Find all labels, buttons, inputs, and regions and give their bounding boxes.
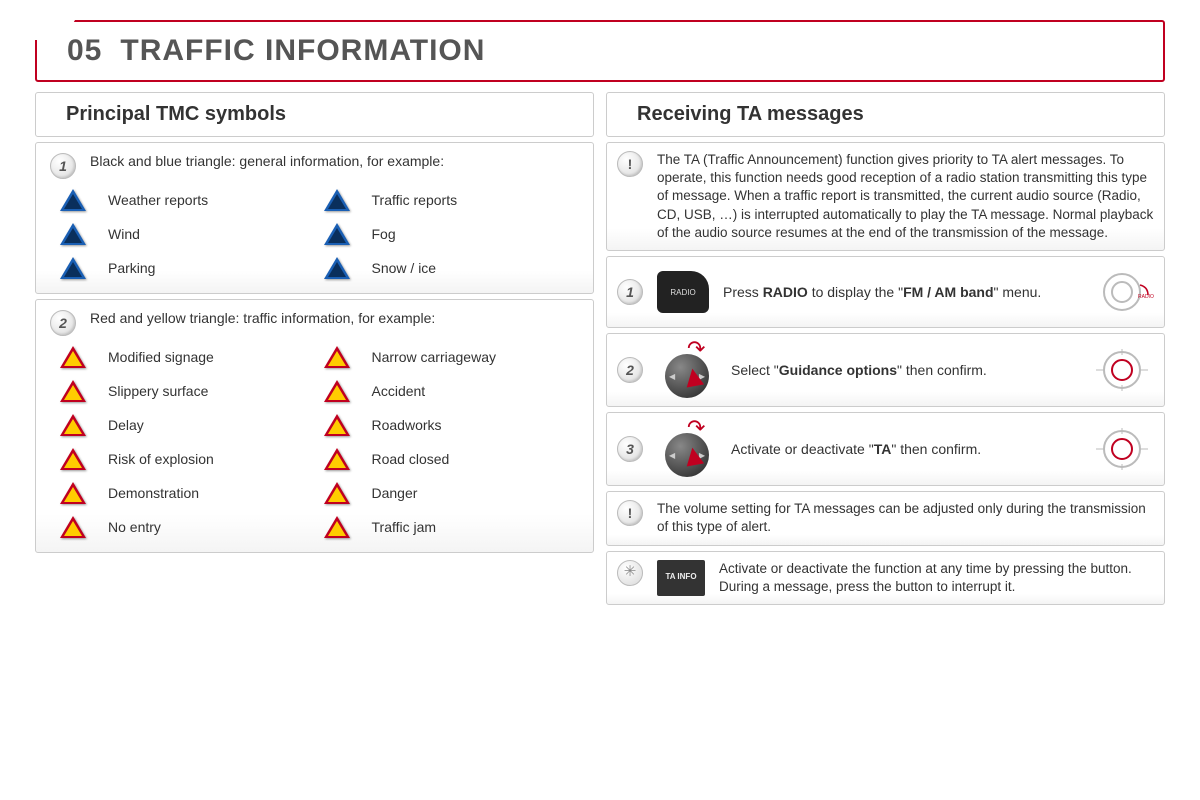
roadworks-icon xyxy=(324,414,350,436)
alert-icon: ! xyxy=(617,151,643,177)
weather-icon xyxy=(60,189,86,211)
label-danger: Danger xyxy=(372,485,580,501)
explosion-icon xyxy=(60,448,86,470)
console-dial-icon: RADIO xyxy=(1090,265,1154,319)
console-dial-icon xyxy=(1090,422,1154,476)
right-heading: Receiving TA messages xyxy=(637,103,1134,126)
svg-text:RADIO: RADIO xyxy=(1138,294,1154,300)
left-column: Principal TMC symbols 1 Black and blue t… xyxy=(35,92,594,605)
danger-icon xyxy=(324,482,350,504)
section2-lead: Red and yellow triangle: traffic informa… xyxy=(90,310,435,326)
ta-note-text: The volume setting for TA messages can b… xyxy=(657,500,1154,536)
label-traffic-reports: Traffic reports xyxy=(372,192,580,208)
blue-triangle-grid: Weather reports Traffic reports Wind Fog… xyxy=(50,189,579,279)
step-number-2: 2 xyxy=(50,310,76,336)
step2-text: Select "Guidance options" then confirm. xyxy=(731,361,1076,380)
rotary-dial-icon: ▲↷ xyxy=(657,342,717,398)
label-snow: Snow / ice xyxy=(372,260,580,276)
step3-text: Activate or deactivate "TA" then confirm… xyxy=(731,440,1076,459)
traffic-reports-icon xyxy=(324,189,350,211)
label-wind: Wind xyxy=(108,226,316,242)
rotary-dial-icon: ▲↷ xyxy=(657,421,717,477)
no-entry-icon xyxy=(60,516,86,538)
label-no-entry: No entry xyxy=(108,519,316,535)
narrow-carriageway-icon xyxy=(324,346,350,368)
demonstration-icon xyxy=(60,482,86,504)
chapter-title: TRAFFIC INFORMATION xyxy=(120,34,485,67)
step1-text: Press RADIO to display the "FM / AM band… xyxy=(723,283,1076,302)
step-number-r2: 2 xyxy=(617,357,643,383)
label-slippery: Slippery surface xyxy=(108,383,316,399)
modified-signage-icon xyxy=(60,346,86,368)
label-narrow: Narrow carriageway xyxy=(372,349,580,365)
label-fog: Fog xyxy=(372,226,580,242)
console-dial-icon xyxy=(1090,343,1154,397)
page-title: 05 TRAFFIC INFORMATION xyxy=(67,34,1133,68)
label-weather: Weather reports xyxy=(108,192,316,208)
label-modified-signage: Modified signage xyxy=(108,349,316,365)
right-heading-panel: Receiving TA messages xyxy=(606,92,1165,137)
label-delay: Delay xyxy=(108,417,316,433)
chapter-number: 05 xyxy=(67,34,102,67)
step-number-r1: 1 xyxy=(617,279,643,305)
ta-step-3: 3 ▲↷ Activate or deactivate "TA" then co… xyxy=(606,412,1165,486)
left-heading-panel: Principal TMC symbols xyxy=(35,92,594,137)
fog-icon xyxy=(324,223,350,245)
step-number-1: 1 xyxy=(50,153,76,179)
tmc-section-1: 1 Black and blue triangle: general infor… xyxy=(35,142,594,294)
parking-icon xyxy=(60,257,86,279)
ta-intro-panel: ! The TA (Traffic Announcement) function… xyxy=(606,142,1165,251)
tip-icon: ✳ xyxy=(617,560,643,586)
slippery-icon xyxy=(60,380,86,402)
ta-info-button-icon: TA INFO xyxy=(657,560,705,596)
road-closed-icon xyxy=(324,448,350,470)
ta-intro-text: The TA (Traffic Announcement) function g… xyxy=(657,151,1154,242)
alert-icon: ! xyxy=(617,500,643,526)
label-parking: Parking xyxy=(108,260,316,276)
label-road-closed: Road closed xyxy=(372,451,580,467)
label-accident: Accident xyxy=(372,383,580,399)
accident-icon xyxy=(324,380,350,402)
traffic-jam-icon xyxy=(324,516,350,538)
label-explosion: Risk of explosion xyxy=(108,451,316,467)
ta-step-1: 1 RADIO Press RADIO to display the "FM /… xyxy=(606,256,1165,328)
section1-lead: Black and blue triangle: general informa… xyxy=(90,153,444,169)
wind-icon xyxy=(60,223,86,245)
red-triangle-grid: Modified signage Narrow carriageway Slip… xyxy=(50,346,579,538)
tmc-section-2: 2 Red and yellow triangle: traffic infor… xyxy=(35,299,594,553)
ta-footer-text: Activate or deactivate the function at a… xyxy=(719,560,1132,596)
left-heading: Principal TMC symbols xyxy=(66,103,563,126)
label-demonstration: Demonstration xyxy=(108,485,316,501)
snow-icon xyxy=(324,257,350,279)
radio-button-icon: RADIO xyxy=(657,271,709,313)
delay-icon xyxy=(60,414,86,436)
label-traffic-jam: Traffic jam xyxy=(372,519,580,535)
page-title-bar: 05 TRAFFIC INFORMATION xyxy=(35,20,1165,82)
ta-note-panel: ! The volume setting for TA messages can… xyxy=(606,491,1165,545)
right-column: Receiving TA messages ! The TA (Traffic … xyxy=(606,92,1165,605)
ta-step-2: 2 ▲↷ Select "Guidance options" then conf… xyxy=(606,333,1165,407)
label-roadworks: Roadworks xyxy=(372,417,580,433)
ta-footer-panel: ✳ TA INFO Activate or deactivate the fun… xyxy=(606,551,1165,605)
step-number-r3: 3 xyxy=(617,436,643,462)
